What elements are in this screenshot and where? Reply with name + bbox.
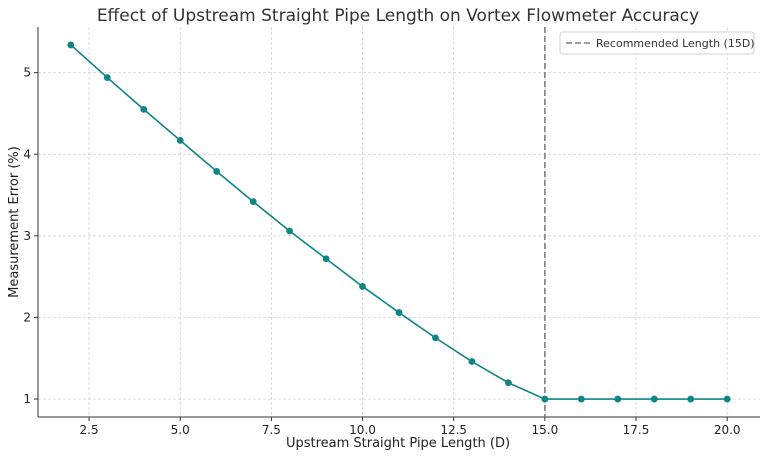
series-layer xyxy=(67,41,731,403)
axes xyxy=(34,27,760,421)
data-point xyxy=(432,334,439,342)
y-tick-label: 5 xyxy=(23,66,31,80)
data-point xyxy=(176,137,184,144)
data-point xyxy=(687,395,695,403)
x-tick-label: 10.0 xyxy=(349,423,376,437)
series-line xyxy=(70,44,728,400)
x-axis-label: Upstream Straight Pipe Length (D) xyxy=(286,436,510,451)
chart-title: Effect of Upstream Straight Pipe Length … xyxy=(97,6,699,26)
x-tick-label: 17.5 xyxy=(623,423,650,437)
data-point xyxy=(395,309,403,316)
y-axis-label: Measurement Error (%) xyxy=(7,146,22,298)
x-tick-label: 7.5 xyxy=(262,423,281,437)
data-point xyxy=(213,168,221,175)
y-tick-label: 2 xyxy=(23,310,31,324)
data-point xyxy=(614,395,622,403)
legend: Recommended Length (15D) xyxy=(559,31,755,55)
tick-labels: 2.5 5.0 7.5 10.0 12.5 15.0 17.5 20.0 1 2 3 4 5 xyxy=(23,66,740,437)
grid xyxy=(38,27,760,417)
x-tick-label: 5.0 xyxy=(171,423,190,437)
x-tick-label: 2.5 xyxy=(80,423,99,437)
data-point xyxy=(504,379,512,387)
x-tick-label: 15.0 xyxy=(531,423,558,437)
data-point xyxy=(286,227,294,235)
y-tick-label: 4 xyxy=(23,147,31,161)
x-tick-label: 20.0 xyxy=(714,423,741,437)
y-tick-label: 1 xyxy=(23,392,31,406)
data-point xyxy=(322,255,330,263)
data-point xyxy=(140,106,148,113)
legend-label: Recommended Length (15D) xyxy=(596,37,755,50)
legend-box xyxy=(559,31,755,55)
data-point xyxy=(577,395,585,403)
data-point xyxy=(103,74,111,81)
data-point xyxy=(249,198,257,206)
y-tick-label: 3 xyxy=(23,229,31,243)
data-point xyxy=(359,283,366,290)
data-point xyxy=(468,358,476,365)
data-point xyxy=(67,41,75,49)
data-point xyxy=(723,395,731,403)
x-tick-label: 12.5 xyxy=(440,423,467,437)
data-point xyxy=(650,395,658,403)
data-point xyxy=(541,395,549,403)
